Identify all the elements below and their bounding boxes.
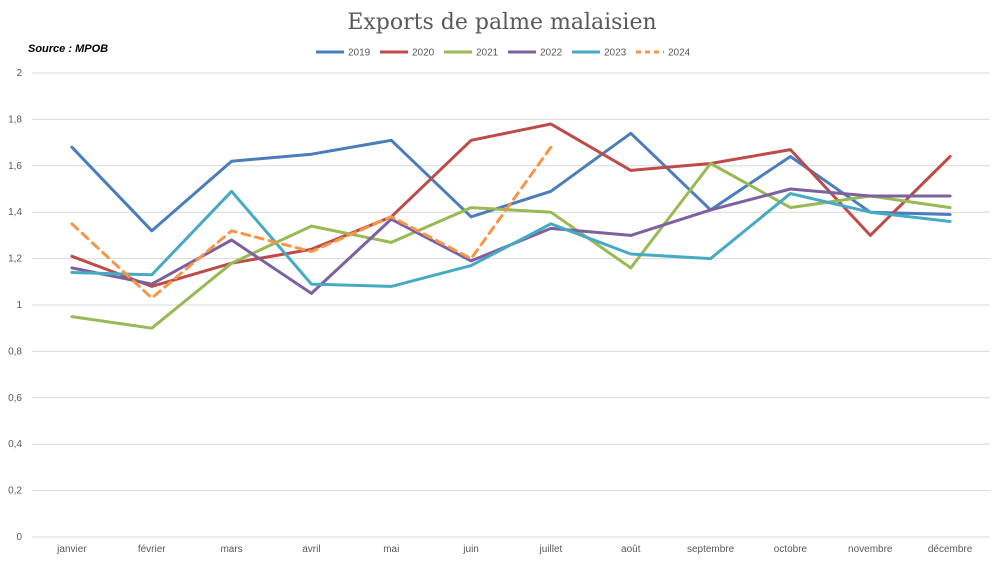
source-note: Source : MPOB (28, 43, 108, 55)
legend: 2019 2020 2021 2022 2023 2024 (316, 48, 691, 59)
series-line-2023 (70, 189, 952, 288)
x-tick-label: août (621, 544, 641, 555)
series-line-2021 (70, 162, 952, 330)
y-tick-label: 1,4 (8, 207, 22, 218)
y-tick-label: 1,6 (8, 161, 22, 172)
y-tick-label: 0,6 (8, 393, 22, 404)
x-tick-label: octobre (774, 544, 808, 555)
x-tick-label: avril (302, 544, 320, 555)
y-tick-label: 2 (16, 68, 22, 79)
x-tick-label: décembre (928, 544, 973, 555)
y-tick-label: 0,8 (8, 346, 22, 357)
chart-title: Exports de palme malaisien (347, 10, 656, 35)
x-tick-label: novembre (848, 544, 893, 555)
legend-label: 2023 (604, 48, 627, 59)
x-tick-label: mars (220, 544, 242, 555)
y-tick-label: 0,2 (8, 486, 22, 497)
legend-label: 2024 (668, 48, 691, 59)
y-tick-label: 1,8 (8, 114, 22, 125)
series-lines (70, 122, 952, 330)
y-tick-label: 0,4 (8, 439, 22, 450)
series-line-2020 (70, 122, 952, 288)
legend-label: 2019 (348, 48, 371, 59)
legend-label: 2020 (412, 48, 435, 59)
y-axis-ticks: 0 0,2 0,4 0,6 0,8 1 1,2 1,4 1,6 1,8 2 (8, 68, 22, 543)
x-tick-label: mai (383, 544, 399, 555)
x-tick-label: juillet (539, 544, 563, 555)
x-tick-label: septembre (687, 544, 735, 555)
y-tick-label: 1 (16, 300, 22, 311)
x-axis-ticks: janvier février mars avril mai juin juillet aoû… (56, 544, 973, 555)
x-tick-label: février (138, 544, 166, 555)
y-tick-label: 0 (16, 532, 22, 543)
x-tick-label: juin (462, 544, 479, 555)
legend-label: 2022 (540, 48, 563, 59)
series-line-2024 (70, 145, 553, 300)
gridlines (32, 72, 990, 538)
legend-label: 2021 (476, 48, 499, 59)
y-tick-label: 1,2 (8, 254, 22, 265)
x-tick-label: janvier (56, 544, 87, 555)
